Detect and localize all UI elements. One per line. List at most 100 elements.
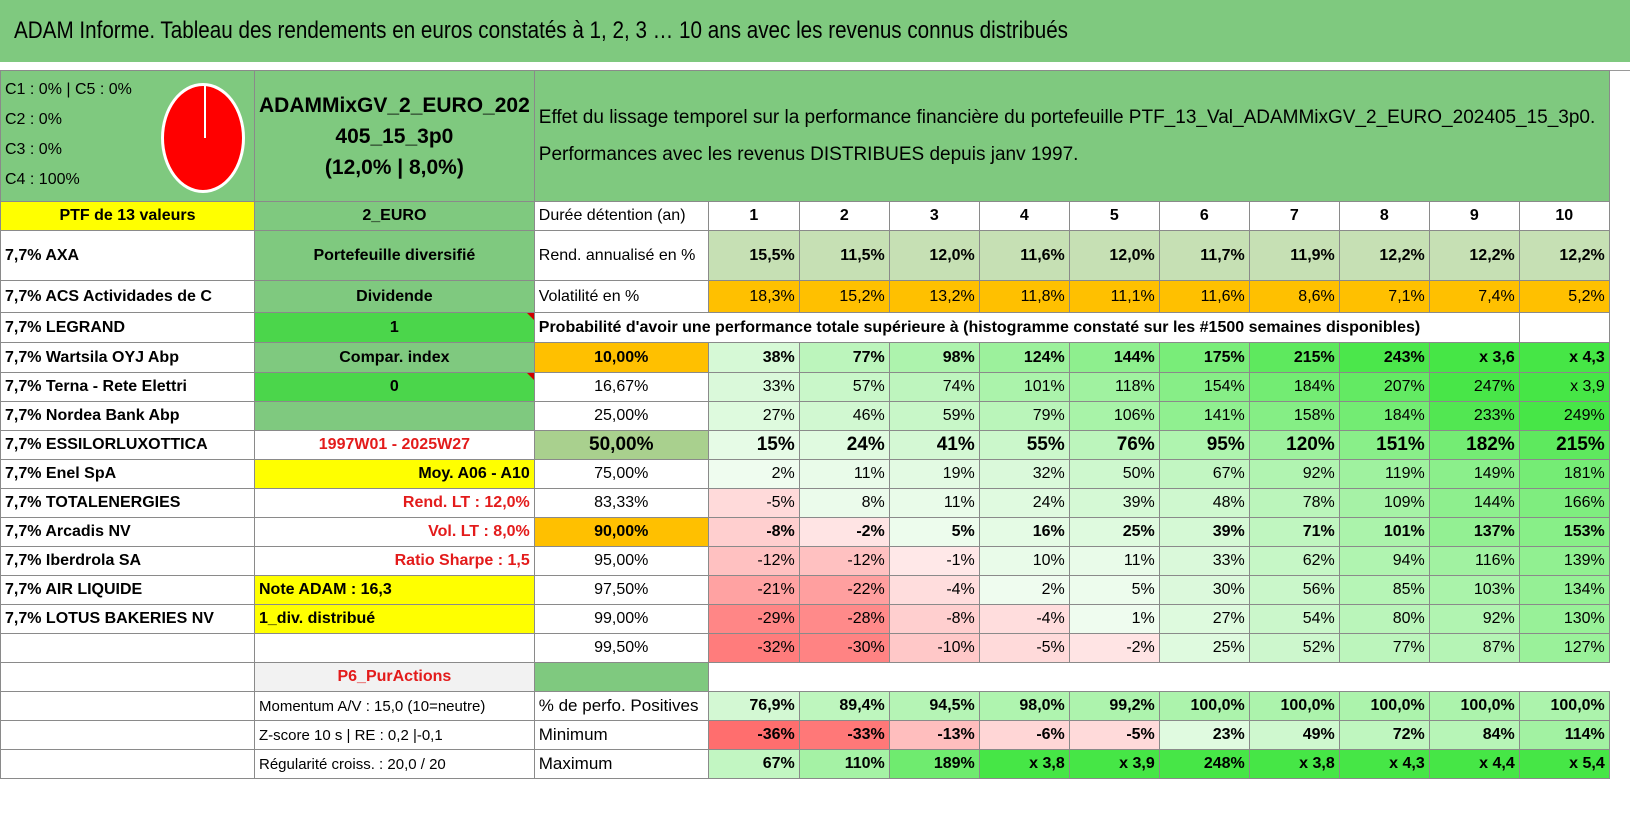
prob-value: 33% bbox=[707, 372, 800, 402]
prob-value: 41% bbox=[888, 430, 980, 460]
info-cell: 0 bbox=[254, 372, 535, 402]
portfolio-name: ADAMMixGV_2_EURO_202 405_15_3p0 (12,0% |… bbox=[259, 90, 530, 183]
prob-value: 46% bbox=[798, 401, 890, 431]
prob-value: 144% bbox=[1428, 488, 1520, 518]
prob-value: 124% bbox=[978, 342, 1070, 373]
table-row: 99,50% -32% -30% -10% -5% -2% 25% 52% 77% 87% 127% bbox=[0, 633, 1610, 663]
footer-value: 248% bbox=[1158, 749, 1250, 779]
footer-value: 67% bbox=[707, 749, 800, 779]
ptf-label: PTF de 13 valeurs bbox=[0, 201, 255, 231]
prob-value: 50% bbox=[1068, 459, 1160, 489]
holding-name: 7,7% Iberdrola SA bbox=[0, 546, 255, 576]
rend-value: 12,0% bbox=[888, 230, 980, 281]
prob-value: 109% bbox=[1338, 488, 1430, 518]
prob-value: -10% bbox=[888, 633, 980, 663]
info-cell: 1 bbox=[254, 312, 535, 343]
prob-value: 215% bbox=[1248, 342, 1340, 373]
prob-value: 48% bbox=[1158, 488, 1250, 518]
prob-value: 101% bbox=[1338, 517, 1430, 547]
prob-value: 25% bbox=[1158, 633, 1250, 663]
rend-value: 11,9% bbox=[1248, 230, 1340, 281]
prob-value: -12% bbox=[707, 546, 800, 576]
prob-value: 16% bbox=[978, 517, 1070, 547]
prob-value: 87% bbox=[1428, 633, 1520, 663]
empty-cell bbox=[0, 720, 255, 750]
probability-threshold: 50,00% bbox=[533, 430, 709, 460]
footer-value: -36% bbox=[707, 720, 800, 750]
prob-value: 77% bbox=[1338, 633, 1430, 663]
info-cell: 1997W01 - 2025W27 bbox=[254, 430, 535, 460]
footer-value: x 3,9 bbox=[1068, 749, 1160, 779]
prob-value: 27% bbox=[1158, 604, 1250, 634]
table-row: 7,7% LEGRAND 1 Probabilité d'avoir une per… bbox=[0, 312, 1610, 343]
footer-value: x 4,4 bbox=[1428, 749, 1520, 779]
footer-label: Maximum bbox=[533, 749, 709, 779]
prob-value: 10% bbox=[978, 546, 1070, 576]
description: Effet du lissage temporel sur la perform… bbox=[539, 99, 1605, 173]
empty-cell bbox=[0, 749, 255, 779]
prob-value: 39% bbox=[1068, 488, 1160, 518]
prob-value: 8% bbox=[798, 488, 890, 518]
footer-value: 100,0% bbox=[1518, 691, 1610, 721]
probability-threshold: 97,50% bbox=[533, 575, 709, 605]
prob-value: 233% bbox=[1428, 401, 1520, 431]
prob-value: 92% bbox=[1428, 604, 1520, 634]
table-row: 7,7% Iberdrola SA Ratio Sharpe : 1,5 95,00… bbox=[0, 546, 1610, 576]
prob-value: 92% bbox=[1248, 459, 1340, 489]
footer-value: 76,9% bbox=[707, 691, 800, 721]
prob-value: 62% bbox=[1248, 546, 1340, 576]
prob-value: 78% bbox=[1248, 488, 1340, 518]
prob-value: 79% bbox=[978, 401, 1070, 431]
probability-threshold: 90,00% bbox=[533, 517, 709, 547]
prob-value: 11% bbox=[1068, 546, 1160, 576]
prob-value: 182% bbox=[1428, 430, 1520, 460]
holding-name: 7,7% AXA bbox=[0, 230, 255, 281]
prob-value: 103% bbox=[1428, 575, 1520, 605]
footer-value: 23% bbox=[1158, 720, 1250, 750]
prob-value: 215% bbox=[1518, 430, 1610, 460]
prob-value: 98% bbox=[888, 342, 980, 373]
year-header: 5 bbox=[1068, 201, 1160, 231]
prob-value: -32% bbox=[707, 633, 800, 663]
portfolio-name-cell: ADAMMixGV_2_EURO_202 405_15_3p0 (12,0% |… bbox=[254, 70, 535, 202]
prob-value: 19% bbox=[888, 459, 980, 489]
table-row: 7,7% AIR LIQUIDE Note ADAM : 16,3 97,50% -2… bbox=[0, 575, 1610, 605]
prob-value: 149% bbox=[1428, 459, 1520, 489]
empty-cell bbox=[708, 663, 1609, 692]
vol-value: 13,2% bbox=[888, 280, 980, 313]
prob-value: 5% bbox=[1068, 575, 1160, 605]
rend-value: 11,7% bbox=[1158, 230, 1250, 281]
prob-value: 38% bbox=[707, 342, 800, 373]
prob-value: 2% bbox=[978, 575, 1070, 605]
footer-value: -13% bbox=[888, 720, 980, 750]
holding-name: 7,7% Wartsila OYJ Abp bbox=[0, 342, 255, 373]
table-row: 7,7% Enel SpA Moy. A06 - A10 75,00% 2% 11% 19… bbox=[0, 459, 1610, 489]
rend-value: 12,2% bbox=[1518, 230, 1610, 281]
table-row: 7,7% ACS Actividades de C Dividende Volati… bbox=[0, 280, 1610, 313]
footer-info: Z-score 10 s | RE : 0,2 |-0,1 bbox=[254, 720, 535, 750]
prob-value: 57% bbox=[798, 372, 890, 402]
prob-value: 137% bbox=[1428, 517, 1520, 547]
prob-value: 106% bbox=[1068, 401, 1160, 431]
prob-value: 59% bbox=[888, 401, 980, 431]
weights-cell: C1 : 0% | C5 : 0% C2 : 0% C3 : 0% C4 : 100% bbox=[0, 70, 255, 202]
table-row: 7,7% Wartsila OYJ Abp Compar. index 10,00%… bbox=[0, 342, 1610, 373]
holding-name: 7,7% Terna - Rete Elettri bbox=[0, 372, 255, 402]
prob-value: 24% bbox=[978, 488, 1070, 518]
prob-value: 127% bbox=[1518, 633, 1610, 663]
prob-value: 166% bbox=[1518, 488, 1610, 518]
probability-threshold: 99,50% bbox=[533, 633, 709, 663]
prob-value: 243% bbox=[1338, 342, 1430, 373]
prob-value: -30% bbox=[798, 633, 890, 663]
prob-value: 141% bbox=[1158, 401, 1250, 431]
year-header: 9 bbox=[1428, 201, 1520, 231]
footer-value: x 4,3 bbox=[1338, 749, 1430, 779]
p6-label: P6_PurActions bbox=[254, 662, 535, 692]
weight-item: C4 : 100% bbox=[5, 171, 80, 188]
prob-value: -4% bbox=[978, 604, 1070, 634]
prob-value: 77% bbox=[798, 342, 890, 373]
description-cell: Effet du lissage temporel sur la perform… bbox=[533, 70, 1610, 202]
vol-value: 5,2% bbox=[1518, 280, 1610, 313]
vol-value: 7,4% bbox=[1428, 280, 1520, 313]
table-row: P6_PurActions bbox=[0, 662, 1610, 692]
